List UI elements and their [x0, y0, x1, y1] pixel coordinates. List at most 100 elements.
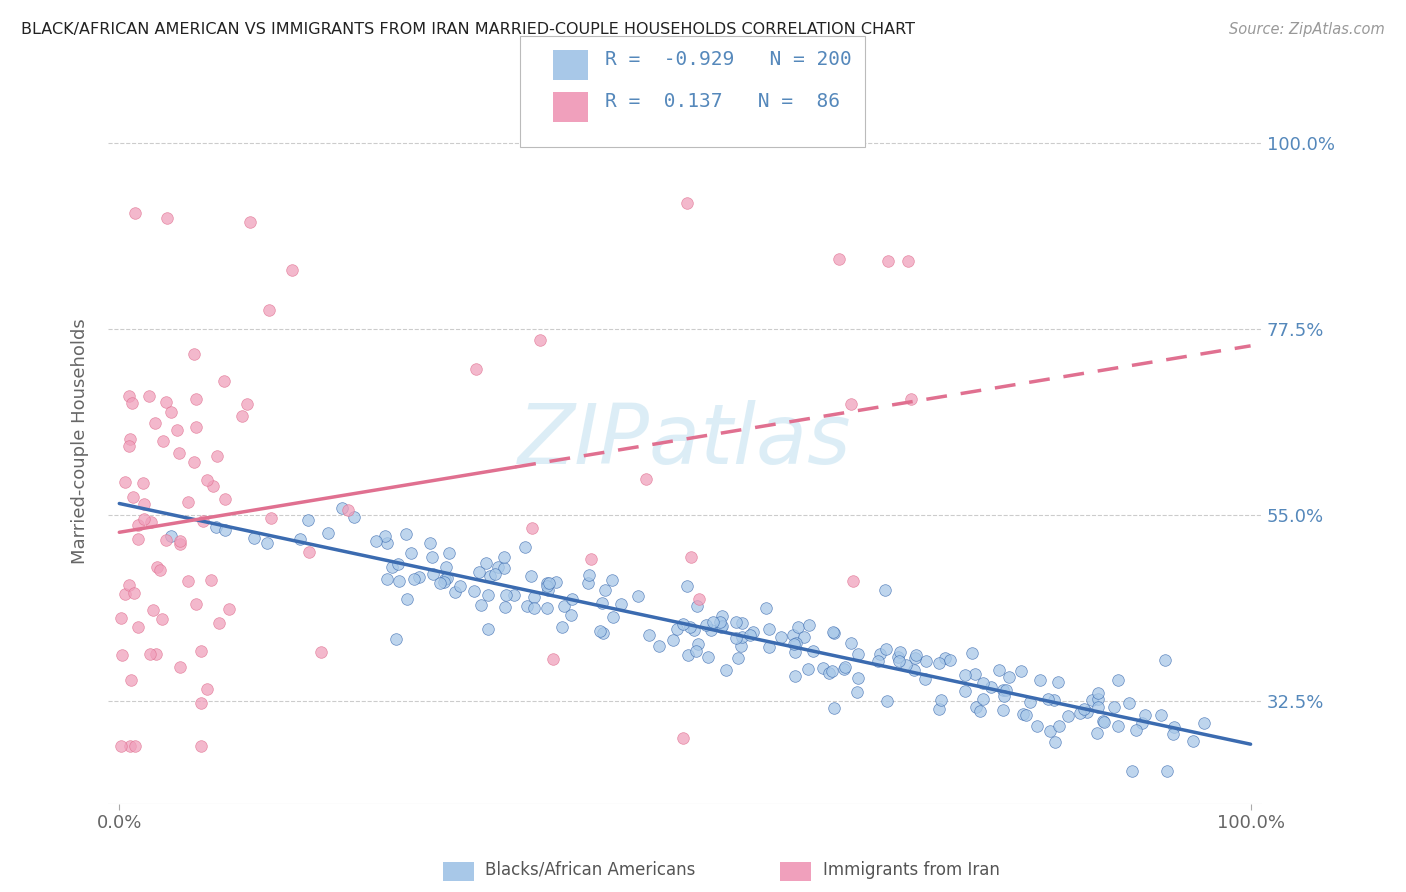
Point — [124, 739, 146, 754]
Point — [995, 682, 1018, 697]
Point — [166, 423, 188, 437]
Point — [177, 495, 200, 509]
Point — [169, 534, 191, 549]
Point — [972, 692, 994, 706]
Point — [1025, 719, 1047, 733]
Point — [470, 598, 492, 612]
Point — [152, 434, 174, 449]
Point — [218, 602, 240, 616]
Text: Source: ZipAtlas.com: Source: ZipAtlas.com — [1229, 22, 1385, 37]
Point — [980, 681, 1002, 695]
Point — [846, 672, 869, 686]
Point — [1047, 674, 1070, 689]
Point — [993, 689, 1015, 703]
Point — [724, 615, 747, 629]
Point — [561, 592, 583, 607]
Point — [408, 570, 430, 584]
Point — [915, 654, 938, 668]
Point — [201, 479, 224, 493]
Point — [183, 347, 205, 361]
Point — [205, 450, 228, 464]
Point — [738, 628, 761, 642]
Point — [208, 616, 231, 631]
Point — [297, 513, 319, 527]
Point — [600, 573, 623, 587]
Point — [953, 684, 976, 698]
Point — [1069, 706, 1091, 721]
Point — [432, 575, 454, 590]
Point — [676, 648, 699, 662]
Point — [520, 568, 543, 582]
Point — [529, 333, 551, 347]
Point — [111, 648, 134, 663]
Point — [190, 643, 212, 657]
Point — [1102, 700, 1125, 714]
Point — [758, 622, 780, 636]
Point — [676, 195, 699, 210]
Text: Immigrants from Iran: Immigrants from Iran — [823, 861, 1000, 879]
Point — [183, 455, 205, 469]
Point — [904, 648, 927, 662]
Point — [537, 576, 560, 591]
Point — [626, 589, 648, 603]
Point — [904, 650, 927, 665]
Point — [828, 252, 851, 267]
Point — [934, 651, 956, 665]
Point — [1056, 708, 1078, 723]
Text: BLACK/AFRICAN AMERICAN VS IMMIGRANTS FROM IRAN MARRIED-COUPLE HOUSEHOLDS CORRELA: BLACK/AFRICAN AMERICAN VS IMMIGRANTS FRO… — [21, 22, 915, 37]
Point — [1019, 694, 1042, 708]
Point — [114, 587, 136, 601]
Point — [214, 374, 236, 388]
Point — [114, 475, 136, 490]
Point — [686, 599, 709, 614]
Point — [801, 644, 824, 658]
Point — [1092, 714, 1115, 729]
Point — [929, 693, 952, 707]
Point — [1087, 686, 1109, 700]
Point — [139, 515, 162, 529]
Point — [479, 569, 502, 583]
Point — [143, 416, 166, 430]
Point — [375, 572, 398, 586]
Point — [702, 615, 724, 629]
Point — [120, 432, 142, 446]
Point — [1087, 700, 1109, 714]
Point — [1150, 708, 1173, 723]
Point — [998, 670, 1021, 684]
Point — [169, 537, 191, 551]
Point — [1192, 715, 1215, 730]
Point — [374, 528, 396, 542]
Point — [139, 647, 162, 661]
Point — [963, 667, 986, 681]
Point — [636, 472, 658, 486]
Point — [387, 558, 409, 572]
Point — [138, 388, 160, 402]
Point — [1028, 673, 1050, 688]
Point — [134, 497, 156, 511]
Point — [420, 549, 443, 564]
Point — [439, 546, 461, 560]
Point — [786, 620, 808, 634]
Point — [897, 254, 920, 268]
Point — [755, 601, 778, 615]
Point — [724, 631, 747, 645]
Point — [671, 731, 693, 746]
Point — [1073, 702, 1095, 716]
Point — [1047, 719, 1070, 733]
Point — [785, 645, 807, 659]
Point — [492, 550, 515, 565]
Point — [475, 556, 498, 570]
Point — [730, 639, 752, 653]
Point — [513, 541, 536, 555]
Point — [662, 632, 685, 647]
Point — [1130, 716, 1153, 731]
Point — [969, 704, 991, 718]
Point — [1010, 665, 1032, 679]
Text: Blacks/African Americans: Blacks/African Americans — [485, 861, 696, 879]
Point — [758, 640, 780, 654]
Point — [132, 476, 155, 491]
Point — [436, 571, 458, 585]
Point — [579, 551, 602, 566]
Point — [195, 682, 218, 697]
Point — [1118, 696, 1140, 710]
